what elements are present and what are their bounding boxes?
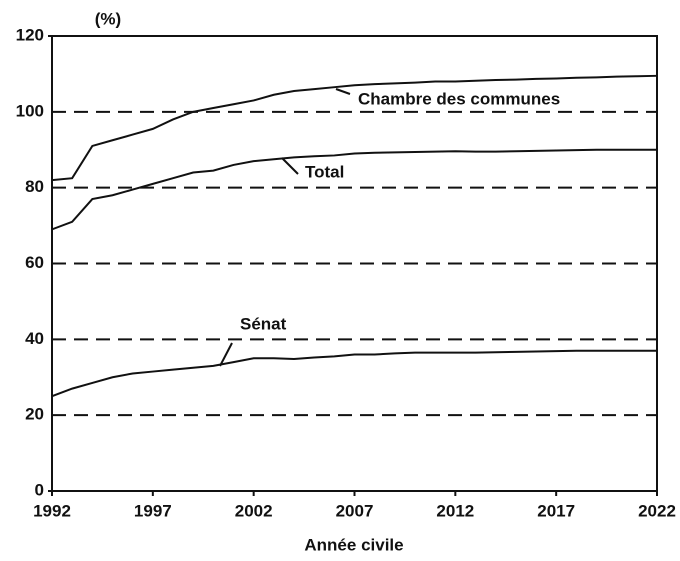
x-tick-label: 2012: [436, 501, 474, 520]
y-tick-label: 80: [25, 177, 44, 196]
series-annotation: Sénat: [240, 314, 287, 333]
annotation-arrow: [335, 88, 351, 95]
y-tick-label: 100: [16, 101, 44, 120]
plot-frame: [51, 35, 658, 492]
x-tick-label: 2022: [638, 501, 676, 520]
x-tick-label: 2017: [537, 501, 575, 520]
series-line: [51, 74, 658, 182]
x-tick-label: 2007: [336, 501, 374, 520]
series-annotation: Total: [305, 162, 344, 181]
annotation-arrow: [219, 342, 233, 367]
y-tick-label: 120: [16, 25, 44, 44]
series-line: [51, 148, 657, 231]
y-tick-label: 20: [25, 405, 44, 424]
y-tick-label: 0: [35, 480, 44, 499]
series-annotation: Chambre des communes: [358, 89, 560, 108]
series-line: [51, 349, 657, 398]
y-unit-label: (%): [95, 9, 121, 28]
y-tick-label: 40: [25, 329, 44, 348]
x-tick-label: 2002: [235, 501, 273, 520]
x-axis-title: Année civile: [304, 535, 403, 554]
annotation-arrow: [281, 157, 299, 175]
x-tick-label: 1997: [134, 501, 172, 520]
x-tick-label: 1992: [33, 501, 71, 520]
y-tick-label: 60: [25, 253, 44, 272]
